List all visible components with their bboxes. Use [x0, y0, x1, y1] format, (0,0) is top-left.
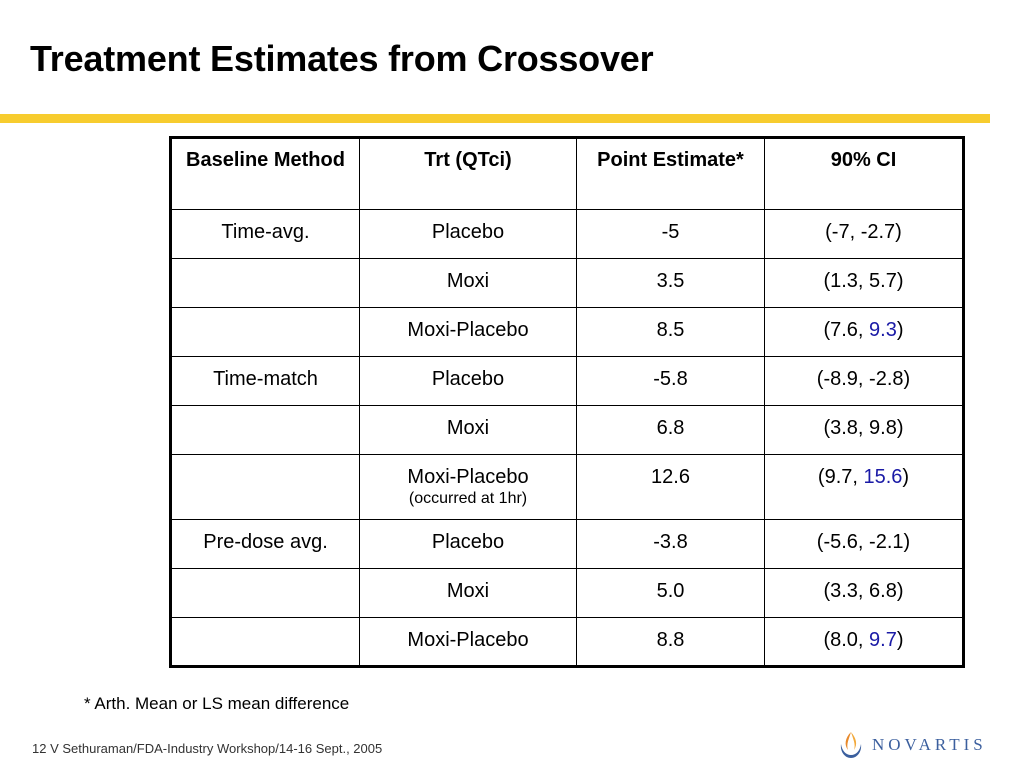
- ci-part: ): [896, 629, 904, 651]
- cell-baseline-method: Pre-dose avg.: [170, 519, 360, 569]
- ci-part: (-7,: [825, 221, 861, 243]
- ci-upper-bound: 15.6: [863, 466, 903, 488]
- cell-point-estimate: -5.8: [576, 356, 765, 406]
- cell-trt-label: Placebo: [431, 531, 505, 553]
- ci-upper-bound: -2.8: [869, 368, 904, 390]
- table-header-row: Baseline Method Trt (QTci) Point Estimat…: [170, 137, 964, 210]
- ci-part: (9.7,: [817, 466, 864, 488]
- cell-point-estimate: 12.6: [576, 454, 765, 520]
- cell-ci: (9.7, 15.6): [764, 454, 964, 520]
- novartis-logo: NOVARTIS: [838, 730, 987, 760]
- table-row: Pre-dose avg. Placebo -3.8 (-5.6, -2.1): [170, 519, 964, 569]
- cell-trt-label: Moxi-Placebo: [407, 319, 529, 341]
- cell-point-estimate: 3.5: [576, 258, 765, 308]
- table-row: Time-avg. Placebo -5 (-7, -2.7): [170, 209, 964, 259]
- ci-part: ): [902, 466, 910, 488]
- table-body: Time-avg. Placebo -5 (-7, -2.7) Moxi 3.5 (1.3,…: [170, 209, 964, 667]
- table-row: Moxi-Placebo 8.5 (7.6, 9.3): [170, 307, 964, 357]
- cell-trt-label: Moxi-Placebo: [407, 629, 529, 651]
- cell-baseline-method: [170, 405, 360, 455]
- logo-wordmark: NOVARTIS: [872, 735, 987, 754]
- table-row: Moxi 5.0 (3.3, 6.8): [170, 568, 964, 618]
- cell-baseline-method: [170, 258, 360, 308]
- cell-point-estimate: 8.8: [576, 617, 765, 667]
- treatment-estimates-table: Baseline Method Trt (QTci) Point Estimat…: [169, 136, 965, 668]
- cell-ci: (3.3, 6.8): [764, 568, 964, 618]
- cell-point-estimate: 8.5: [576, 307, 765, 357]
- ci-part: (1.3,: [823, 270, 870, 292]
- cell-trt: Moxi-Placebo: [359, 307, 577, 357]
- cell-ci: (1.3, 5.7): [764, 258, 964, 308]
- header-point-estimate: Point Estimate*: [576, 137, 765, 210]
- cell-trt-label: Moxi: [446, 580, 490, 602]
- ci-part: (3.3,: [823, 580, 870, 602]
- cell-ci: (3.8, 9.8): [764, 405, 964, 455]
- cell-trt: Moxi-Placebo (occurred at 1hr): [359, 454, 577, 520]
- accent-rule: [0, 114, 990, 123]
- ci-part: ): [896, 417, 904, 439]
- ci-part: (7.6,: [823, 319, 870, 341]
- cell-point-estimate: 6.8: [576, 405, 765, 455]
- ci-upper-bound: 5.7: [869, 270, 897, 292]
- ci-part: (-8.9,: [816, 368, 870, 390]
- cell-ci: (-7, -2.7): [764, 209, 964, 259]
- footer-text: 12 V Sethuraman/FDA-Industry Workshop/14…: [32, 741, 383, 756]
- cell-ci: (8.0, 9.7): [764, 617, 964, 667]
- cell-trt: Placebo: [359, 519, 577, 569]
- cell-trt: Placebo: [359, 209, 577, 259]
- header-ci: 90% CI: [764, 137, 964, 210]
- footnote: * Arth. Mean or LS mean difference: [84, 694, 350, 713]
- cell-trt-label: Moxi: [446, 417, 490, 439]
- cell-point-estimate: -5: [576, 209, 765, 259]
- cell-baseline-method: [170, 568, 360, 618]
- novartis-flame-icon: [840, 732, 862, 758]
- header-trt: Trt (QTci): [359, 137, 577, 210]
- ci-upper-bound: 9.8: [869, 417, 897, 439]
- cell-baseline-method: [170, 307, 360, 357]
- cell-trt-label: Placebo: [431, 368, 505, 390]
- cell-baseline-method: Time-avg.: [170, 209, 360, 259]
- ci-part: ): [903, 368, 911, 390]
- ci-part: (-5.6,: [816, 531, 870, 553]
- cell-point-estimate: -3.8: [576, 519, 765, 569]
- table-row: Moxi-Placebo (occurred at 1hr) 12.6 (9.7, 1…: [170, 454, 964, 520]
- cell-ci: (-8.9, -2.8): [764, 356, 964, 406]
- cell-baseline-method: [170, 617, 360, 667]
- cell-trt-note: (occurred at 1hr): [408, 490, 528, 507]
- ci-upper-bound: 9.7: [869, 629, 897, 651]
- slide-title: Treatment Estimates from Crossover: [30, 38, 654, 79]
- table-row: Moxi-Placebo 8.8 (8.0, 9.7): [170, 617, 964, 667]
- ci-upper-bound: -2.7: [860, 221, 896, 243]
- cell-point-estimate: 5.0: [576, 568, 765, 618]
- ci-part: ): [896, 270, 904, 292]
- ci-upper-bound: -2.1: [869, 531, 904, 553]
- ci-part: (8.0,: [823, 629, 870, 651]
- cell-ci: (-5.6, -2.1): [764, 519, 964, 569]
- cell-trt-label: Moxi-Placebo: [407, 466, 529, 488]
- header-baseline-method: Baseline Method: [170, 137, 360, 210]
- cell-trt: Moxi: [359, 568, 577, 618]
- table-row: Time-match Placebo -5.8 (-8.9, -2.8): [170, 356, 964, 406]
- cell-trt: Moxi: [359, 405, 577, 455]
- cell-trt: Moxi: [359, 258, 577, 308]
- cell-baseline-method: Time-match: [170, 356, 360, 406]
- ci-part: ): [903, 531, 911, 553]
- ci-upper-bound: 9.3: [869, 319, 897, 341]
- ci-part: (3.8,: [823, 417, 870, 439]
- table-row: Moxi 6.8 (3.8, 9.8): [170, 405, 964, 455]
- cell-trt-label: Moxi: [446, 270, 490, 292]
- ci-part: ): [896, 319, 904, 341]
- cell-baseline-method: [170, 454, 360, 520]
- ci-upper-bound: 6.8: [869, 580, 897, 602]
- cell-trt-label: Placebo: [431, 221, 505, 243]
- cell-trt: Placebo: [359, 356, 577, 406]
- cell-ci: (7.6, 9.3): [764, 307, 964, 357]
- table-row: Moxi 3.5 (1.3, 5.7): [170, 258, 964, 308]
- cell-trt: Moxi-Placebo: [359, 617, 577, 667]
- ci-part: ): [896, 580, 904, 602]
- ci-part: ): [895, 221, 902, 243]
